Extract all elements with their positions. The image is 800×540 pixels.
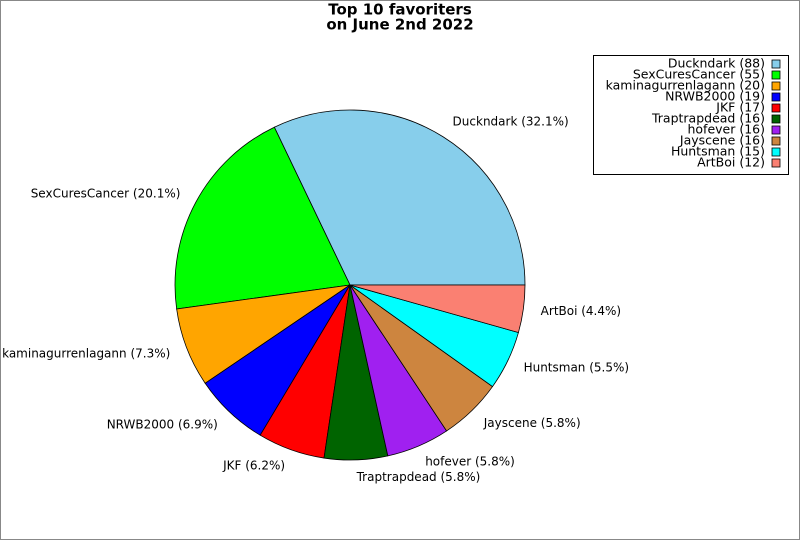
legend-swatch xyxy=(771,158,781,168)
pie-slice xyxy=(273,109,526,286)
legend-label: NRWB2000 (19) xyxy=(665,89,765,104)
legend-label: Traptrapdead (16) xyxy=(651,111,765,126)
pie-slice xyxy=(174,126,351,310)
slice-label: SexCuresCancer (20.1%) xyxy=(31,186,181,200)
slice-label: kaminagurrenlagann (7.3%) xyxy=(2,347,170,361)
slice-label: NRWB2000 (6.9%) xyxy=(107,417,218,431)
legend-label: Duckndark (88) xyxy=(668,56,765,71)
legend-label: JKF (17) xyxy=(715,100,765,115)
chart-title: on June 2nd 2022 xyxy=(326,16,473,34)
slice-label: JKF (6.2%) xyxy=(222,459,285,473)
chart-title: Top 10 favoriters xyxy=(328,1,472,19)
legend-label: Jayscene (16) xyxy=(679,133,765,148)
legend-swatch xyxy=(771,103,781,113)
slice-label: ArtBoi (4.4%) xyxy=(541,304,621,318)
legend-swatch xyxy=(771,114,781,124)
legend-label: Huntsman (15) xyxy=(671,144,765,159)
slice-label: Traptrapdead (5.8%) xyxy=(356,470,481,484)
legend-swatch xyxy=(771,147,781,157)
legend-label: hofever (16) xyxy=(687,122,765,137)
legend-swatch xyxy=(771,136,781,146)
legend-swatch xyxy=(771,59,781,69)
slice-label: Duckndark (32.1%) xyxy=(453,115,569,129)
legend-label: kaminagurrenlagann (20) xyxy=(606,78,765,93)
legend-label: ArtBoi (12) xyxy=(697,155,765,170)
legend-swatch xyxy=(771,125,781,135)
legend-label: SexCuresCancer (55) xyxy=(633,67,765,82)
legend-box xyxy=(593,55,789,175)
legend-swatch xyxy=(771,92,781,102)
pie-slice xyxy=(349,284,526,334)
slice-label: Jayscene (5.8%) xyxy=(483,416,581,430)
legend-swatch xyxy=(771,81,781,91)
slice-label: Huntsman (5.5%) xyxy=(524,361,630,375)
legend-swatch xyxy=(771,70,781,80)
slice-label: hofever (5.8%) xyxy=(425,455,515,469)
